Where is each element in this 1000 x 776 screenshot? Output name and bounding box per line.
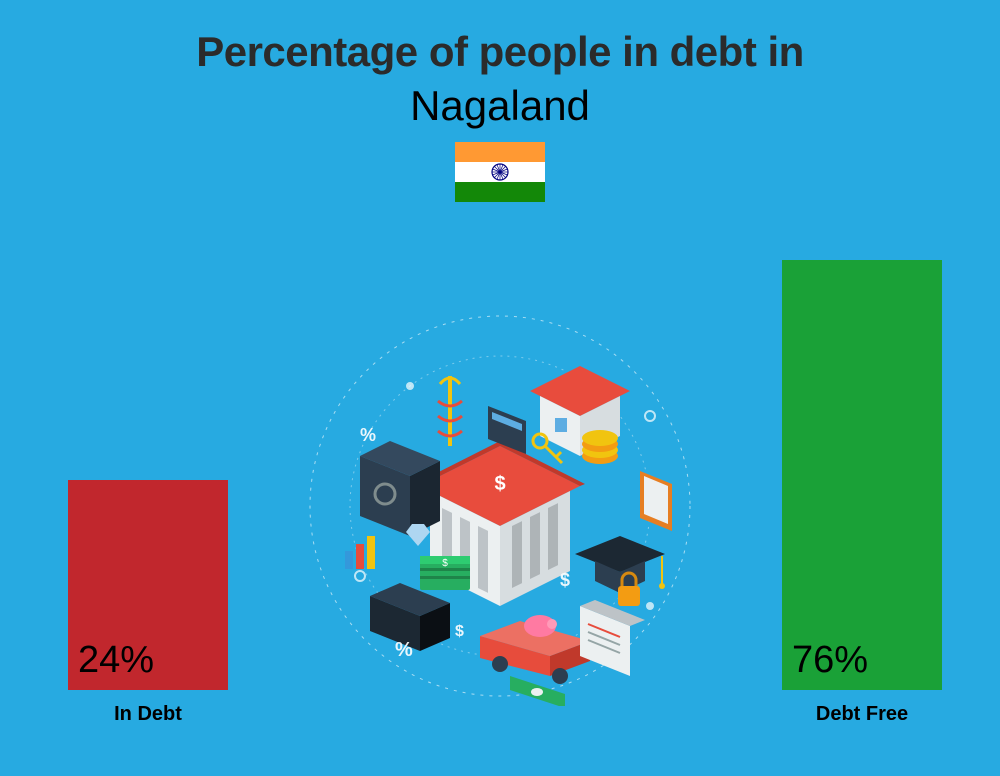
bar-debt-free-value: 76% <box>792 639 868 682</box>
bar-in-debt-value: 24% <box>78 639 154 682</box>
caduceus-icon <box>438 376 462 446</box>
page-subtitle: Nagaland <box>0 82 1000 130</box>
dollar-icon: $ <box>560 570 570 590</box>
phone-icon <box>640 471 672 531</box>
flag-green-stripe <box>455 182 545 202</box>
ring-icon <box>355 571 365 581</box>
chakra-spokes <box>492 164 508 180</box>
dot-icon <box>646 602 654 610</box>
coins-icon <box>582 430 618 464</box>
svg-text:$: $ <box>442 558 448 569</box>
bar-debt-free-label: Debt Free <box>762 703 962 726</box>
safe-icon <box>360 441 440 536</box>
bar-chart-icon <box>345 536 375 569</box>
flag-saffron-stripe <box>455 142 545 162</box>
bar-debt-free: 76% <box>782 260 942 690</box>
finance-illustration-icon: $ $ <box>300 306 700 706</box>
dollar-icon: $ <box>455 623 464 640</box>
percent-icon: % <box>395 639 413 661</box>
clipboard-icon <box>580 600 645 676</box>
ring-icon <box>645 411 655 421</box>
svg-text:$: $ <box>494 473 505 495</box>
india-flag-icon <box>455 142 545 202</box>
page-title: Percentage of people in debt in <box>0 0 1000 76</box>
bar-in-debt: 24% <box>68 480 228 690</box>
bar-chart: 24% In Debt 76% Debt Free $ <box>0 216 1000 776</box>
bar-in-debt-label: In Debt <box>48 703 248 726</box>
cash-stack-icon: $ <box>420 556 470 590</box>
graduation-cap-icon <box>575 536 665 593</box>
diamond-icon <box>406 524 430 546</box>
dot-icon <box>406 382 414 390</box>
percent-icon: % <box>360 425 376 445</box>
